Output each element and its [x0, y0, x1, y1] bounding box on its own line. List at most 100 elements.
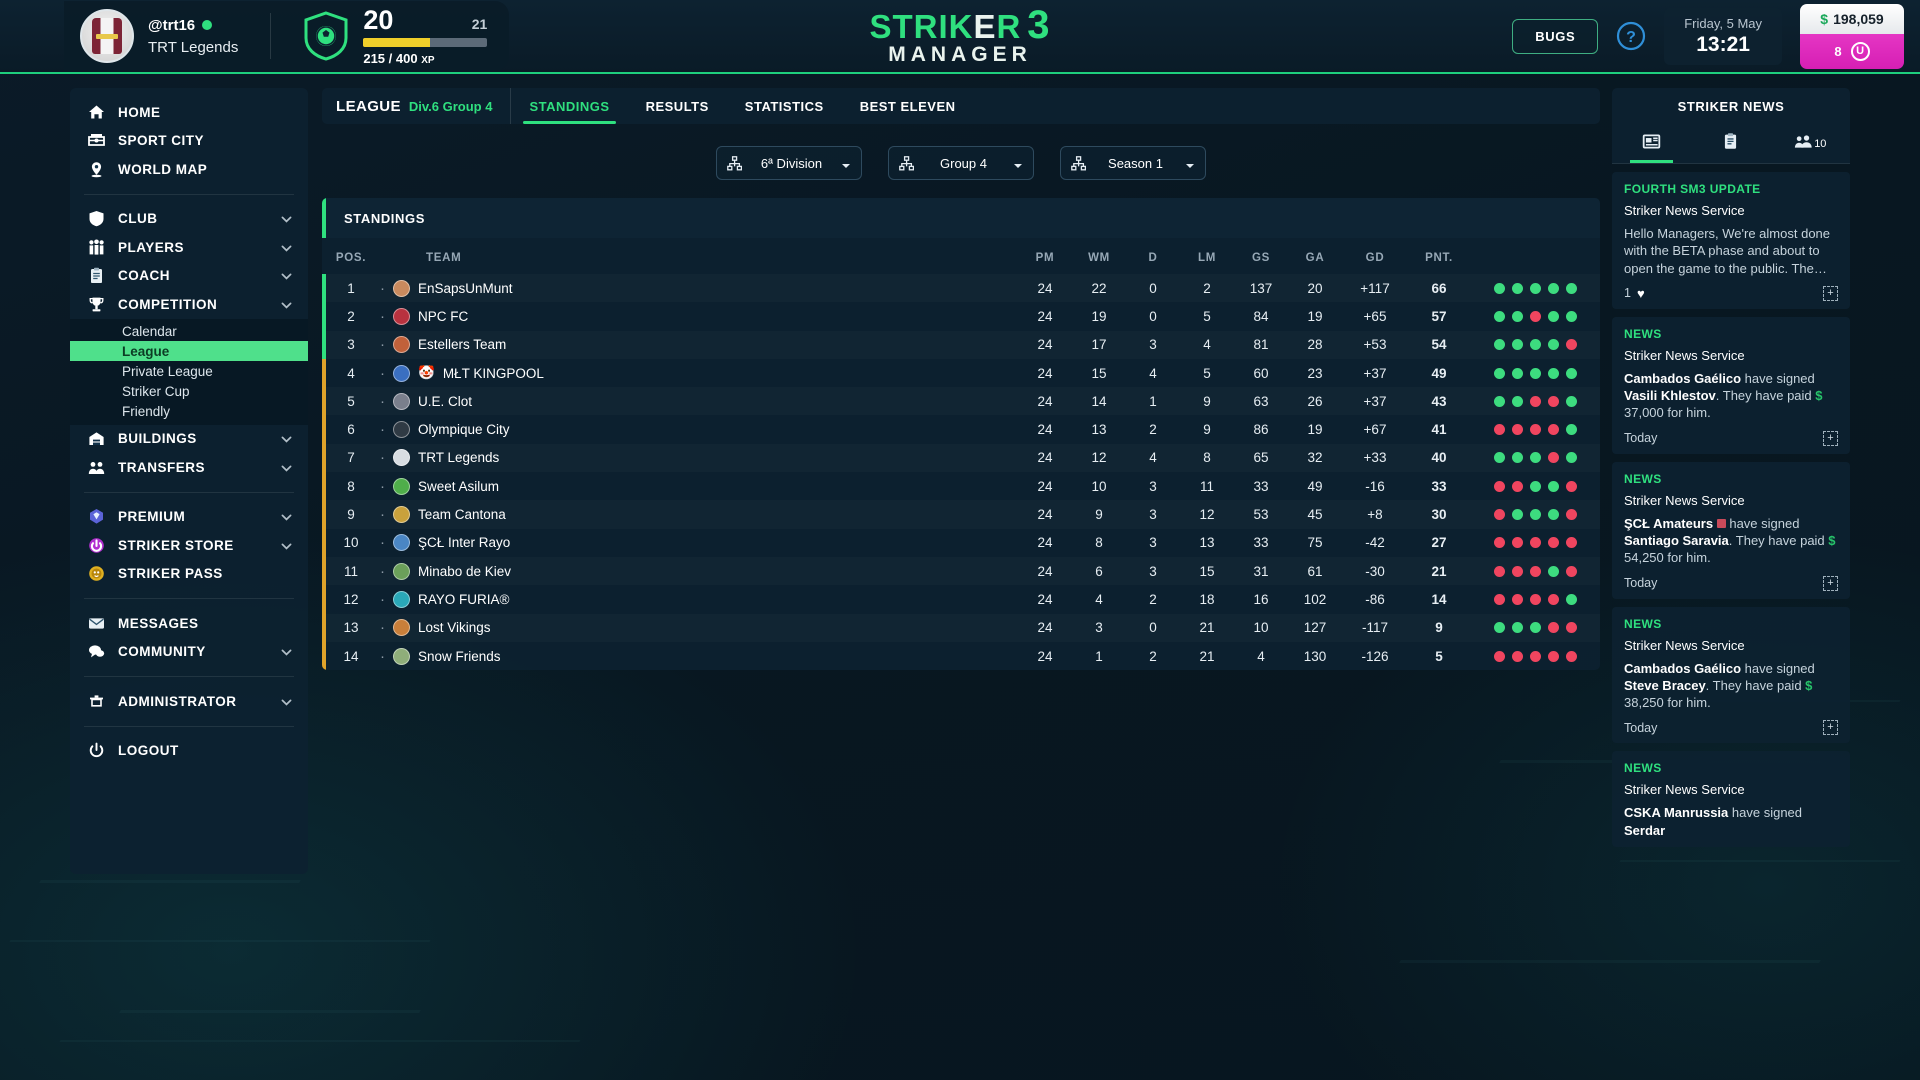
expand-icon[interactable]: + — [1823, 285, 1838, 301]
news-item[interactable]: FOURTH SM3 UPDATE Striker News Service Hel… — [1612, 172, 1850, 309]
bugs-button[interactable]: BUGS — [1512, 18, 1599, 54]
row-wm: 8 — [1095, 535, 1103, 551]
logo-part-2: E — [973, 8, 997, 45]
row-team[interactable]: · Minabo de Kiev — [380, 557, 1018, 585]
table-row[interactable]: 7 · TRT Legends 24 12 4 8 65 32 +33 40 — [322, 443, 1600, 473]
row-team[interactable]: · Lost Vikings — [380, 614, 1018, 642]
news-item[interactable]: NEWS Striker News Service Cambados Gaélico… — [1612, 606, 1850, 744]
row-team[interactable]: · Olympique City — [380, 415, 1018, 443]
submenu-item-private-league[interactable]: Private League — [122, 363, 213, 379]
question-circle-icon[interactable]: ? — [1616, 21, 1646, 51]
row-team[interactable]: · Sweet Asilum — [380, 472, 1018, 500]
sidebar-item-buildings[interactable]: BUILDINGS — [70, 425, 308, 454]
row-team[interactable]: · U.E. Clot — [380, 387, 1018, 415]
row-gd: +8 — [1367, 507, 1383, 523]
row-pm: 24 — [1037, 591, 1053, 607]
gems-value: 8 — [1834, 43, 1842, 59]
gems-amount[interactable]: 8 U — [1800, 33, 1904, 69]
news-tab-1[interactable] — [1691, 124, 1770, 163]
sidebar-item-players[interactable]: PLAYERS — [70, 233, 308, 262]
expand-icon[interactable]: + — [1823, 575, 1838, 591]
table-row[interactable]: 12 · RAYO FURIA® 24 4 2 18 16 102 -86 14 — [322, 585, 1600, 614]
sidebar-item-coach[interactable]: COACH — [70, 262, 308, 291]
cash-amount[interactable]: $ 198,059 — [1800, 3, 1904, 34]
submenu-item-league[interactable]: League — [70, 340, 308, 361]
table-row[interactable]: 4 · 🤡 MŁT KINGPOOL 24 15 4 5 60 23 +37 49 — [322, 358, 1600, 388]
table-row[interactable]: 5 · U.E. Clot 24 14 1 9 63 26 +37 43 — [322, 387, 1600, 416]
news-tab-0[interactable] — [1612, 124, 1691, 163]
table-row[interactable]: 14 · Snow Friends 24 1 2 21 4 130 -126 5 — [322, 641, 1600, 671]
row-form — [1470, 444, 1600, 472]
table-row[interactable]: 9 · Team Cantona 24 9 3 12 53 45 +8 30 — [322, 500, 1600, 529]
submenu-item-calendar[interactable]: Calendar — [122, 323, 177, 339]
row-team[interactable]: · Team Cantona — [380, 500, 1018, 528]
form-dot-loss — [1493, 537, 1505, 549]
row-team[interactable]: · EnSapsUnMunt — [380, 274, 1018, 302]
heart-icon[interactable]: ♥ — [1636, 285, 1645, 301]
clown-emoji: 🤡 — [418, 365, 435, 381]
sidebar-item-sport-city[interactable]: SPORT CITY — [70, 127, 308, 156]
sidebar-item-competition[interactable]: COMPETITION — [70, 290, 308, 319]
news-source: Striker News Service — [1624, 782, 1745, 798]
sidebar-item-striker-pass[interactable]: STRIKER PASS — [70, 560, 308, 589]
row-team[interactable]: · Estellers Team — [380, 331, 1018, 359]
form-dot-win — [1511, 310, 1523, 322]
expand-icon[interactable]: + — [1823, 430, 1838, 446]
tab-best-eleven[interactable]: BEST ELEVEN — [859, 98, 956, 114]
sidebar-item-home[interactable]: HOME — [70, 98, 308, 127]
filter-dropdown-2[interactable]: Season 1 — [1060, 146, 1206, 180]
form-dot-loss — [1565, 339, 1577, 351]
row-team[interactable]: · Snow Friends — [380, 642, 1018, 670]
sidebar-item-messages[interactable]: MESSAGES — [70, 609, 308, 638]
tab-statistics[interactable]: STATISTICS — [744, 98, 824, 114]
sidebar-item-community[interactable]: COMMUNITY — [70, 638, 308, 667]
form-dot-win — [1565, 367, 1577, 379]
row-gd: +67 — [1363, 422, 1387, 438]
news-item[interactable]: NEWS Striker News Service ŞCŁ Amateurs hav… — [1612, 461, 1850, 599]
form-dot-loss — [1493, 650, 1505, 662]
table-row[interactable]: 8 · Sweet Asilum 24 10 3 11 33 49 -16 33 — [322, 472, 1600, 501]
news-item[interactable]: NEWS Striker News Service Cambados Gaélico… — [1612, 316, 1850, 454]
sidebar-item-transfers[interactable]: TRANSFERS — [70, 453, 308, 482]
nickname-text: @trt16 — [148, 16, 196, 34]
news-tab-2[interactable]: 10 — [1771, 124, 1850, 163]
table-row[interactable]: 11 · Minabo de Kiev 24 6 3 15 31 61 -30 21 — [322, 556, 1600, 586]
user-profile[interactable]: @trt16 TRT Legends 20 21 215 / 400 XP — [64, 1, 510, 71]
row-pm: 24 — [1037, 620, 1053, 636]
league-tabs-bar: LEAGUE Div.6 Group 4 STANDINGS RESULTS STA… — [322, 88, 1600, 124]
filter-dropdown-0[interactable]: 6ª Division — [716, 146, 862, 180]
column-header-d: D — [1148, 252, 1158, 264]
form-dot-win — [1529, 452, 1541, 464]
filter-dropdown-1[interactable]: Group 4 — [888, 146, 1034, 180]
news-likes[interactable]: 1 ♥ — [1624, 286, 1645, 301]
table-row[interactable]: 6 · Olympique City 24 13 2 9 86 19 +67 41 — [322, 415, 1600, 444]
news-item[interactable]: NEWS Striker News Service CSKA Manrussia h… — [1612, 751, 1850, 847]
sidebar-item-label: COACH — [118, 268, 170, 284]
clipboard-list-icon — [1721, 132, 1740, 156]
tab-standings[interactable]: STANDINGS — [511, 88, 627, 124]
sidebar-item-striker-store[interactable]: STRIKER STORE — [70, 531, 308, 560]
column-header-pnt: PNT. — [1425, 252, 1453, 264]
tab-results[interactable]: RESULTS — [645, 98, 709, 114]
table-row[interactable]: 10 · ŞCŁ Inter Rayo 24 8 3 13 33 75 -42 27 — [322, 528, 1600, 557]
table-row[interactable]: 2 · NPC FC 24 19 0 5 84 19 +65 57 — [322, 302, 1600, 331]
submenu-item-friendly[interactable]: Friendly — [122, 403, 171, 419]
row-team[interactable]: · ŞCŁ Inter Rayo — [380, 529, 1018, 557]
sidebar-item-premium[interactable]: PREMIUM — [70, 503, 308, 532]
sidebar-item-logout[interactable]: LOGOUT — [70, 737, 308, 766]
table-row[interactable]: 1 · EnSapsUnMunt 24 22 0 2 137 20 +117 66 — [322, 274, 1600, 303]
sidebar-item-world-map[interactable]: WORLD MAP — [70, 155, 308, 184]
row-team[interactable]: · 🤡 MŁT KINGPOOL — [380, 359, 1018, 387]
row-wm: 15 — [1091, 365, 1107, 381]
expand-icon[interactable]: + — [1823, 720, 1838, 736]
table-row[interactable]: 3 · Estellers Team 24 17 3 4 81 28 +53 54 — [322, 330, 1600, 359]
row-team[interactable]: · NPC FC — [380, 302, 1018, 330]
sidebar-item-club[interactable]: CLUB — [70, 205, 308, 234]
currency-display[interactable]: $ 198,059 8 U — [1800, 3, 1904, 69]
submenu-item-striker-cup[interactable]: Striker Cup — [122, 383, 190, 399]
row-gd: -30 — [1365, 563, 1385, 579]
row-team[interactable]: · RAYO FURIA® — [380, 585, 1018, 613]
row-team[interactable]: · TRT Legends — [380, 444, 1018, 472]
table-row[interactable]: 13 · Lost Vikings 24 3 0 21 10 127 -117 9 — [322, 613, 1600, 642]
sidebar-item-administrator[interactable]: ADMINISTRATOR — [70, 687, 308, 716]
